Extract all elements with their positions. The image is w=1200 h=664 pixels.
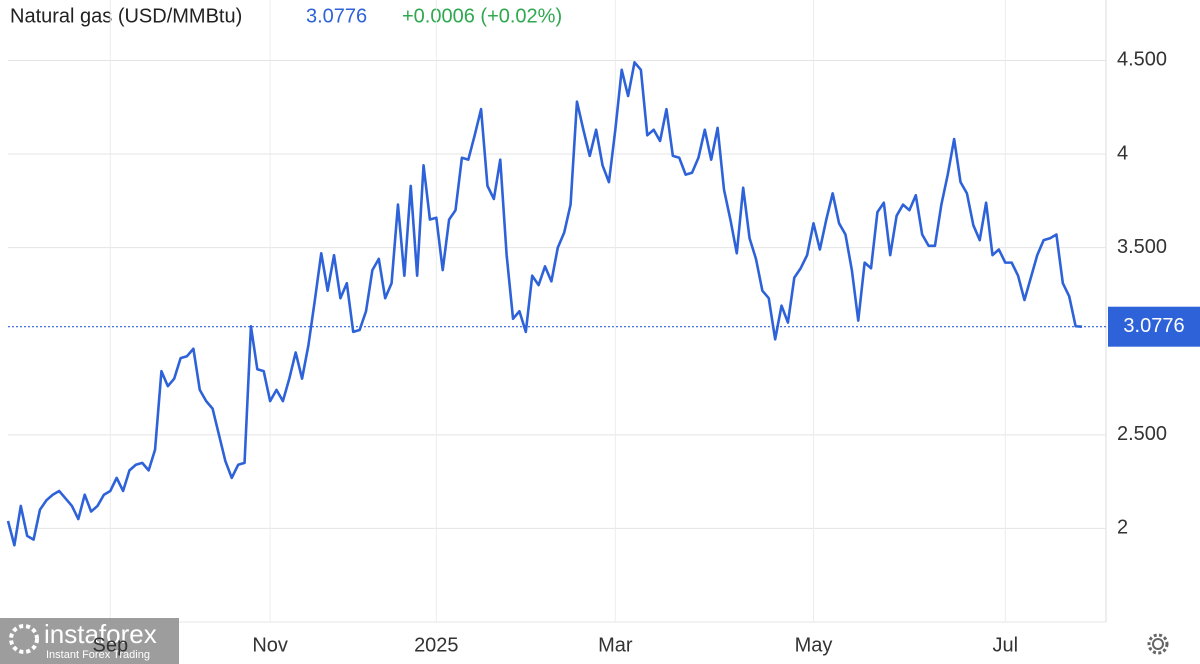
current-price: 3.0776 <box>306 5 367 27</box>
x-tick-label: Sep <box>92 634 128 656</box>
x-tick-label: May <box>795 634 833 656</box>
price-line <box>6 61 1083 547</box>
last-price-label: 3.0776 <box>1123 315 1184 337</box>
x-tick-label: Jul <box>992 634 1018 656</box>
y-tick-label: 4 <box>1117 142 1128 164</box>
watermark-logo <box>9 624 39 654</box>
grid <box>8 0 1106 622</box>
price-change: +0.0006 (+0.02%) <box>402 5 562 27</box>
watermark-tagline: Instant Forex Trading <box>46 649 150 661</box>
last-price-badge <box>1108 306 1200 347</box>
x-tick-label: 2025 <box>414 634 459 656</box>
x-tick-label: Mar <box>598 634 633 656</box>
y-tick-label: 2 <box>1117 517 1128 539</box>
x-tick-label: Nov <box>252 634 288 656</box>
chart-title: Natural gas (USD/MMBtu) <box>10 5 242 27</box>
y-tick-label: 3.500 <box>1117 236 1167 258</box>
marks <box>6 61 1106 547</box>
settings-icon[interactable] <box>1147 633 1169 655</box>
watermark-brand: instaforex <box>44 619 157 649</box>
y-tick-label: 2.500 <box>1117 423 1167 445</box>
y-tick-label: 4.500 <box>1117 49 1167 71</box>
